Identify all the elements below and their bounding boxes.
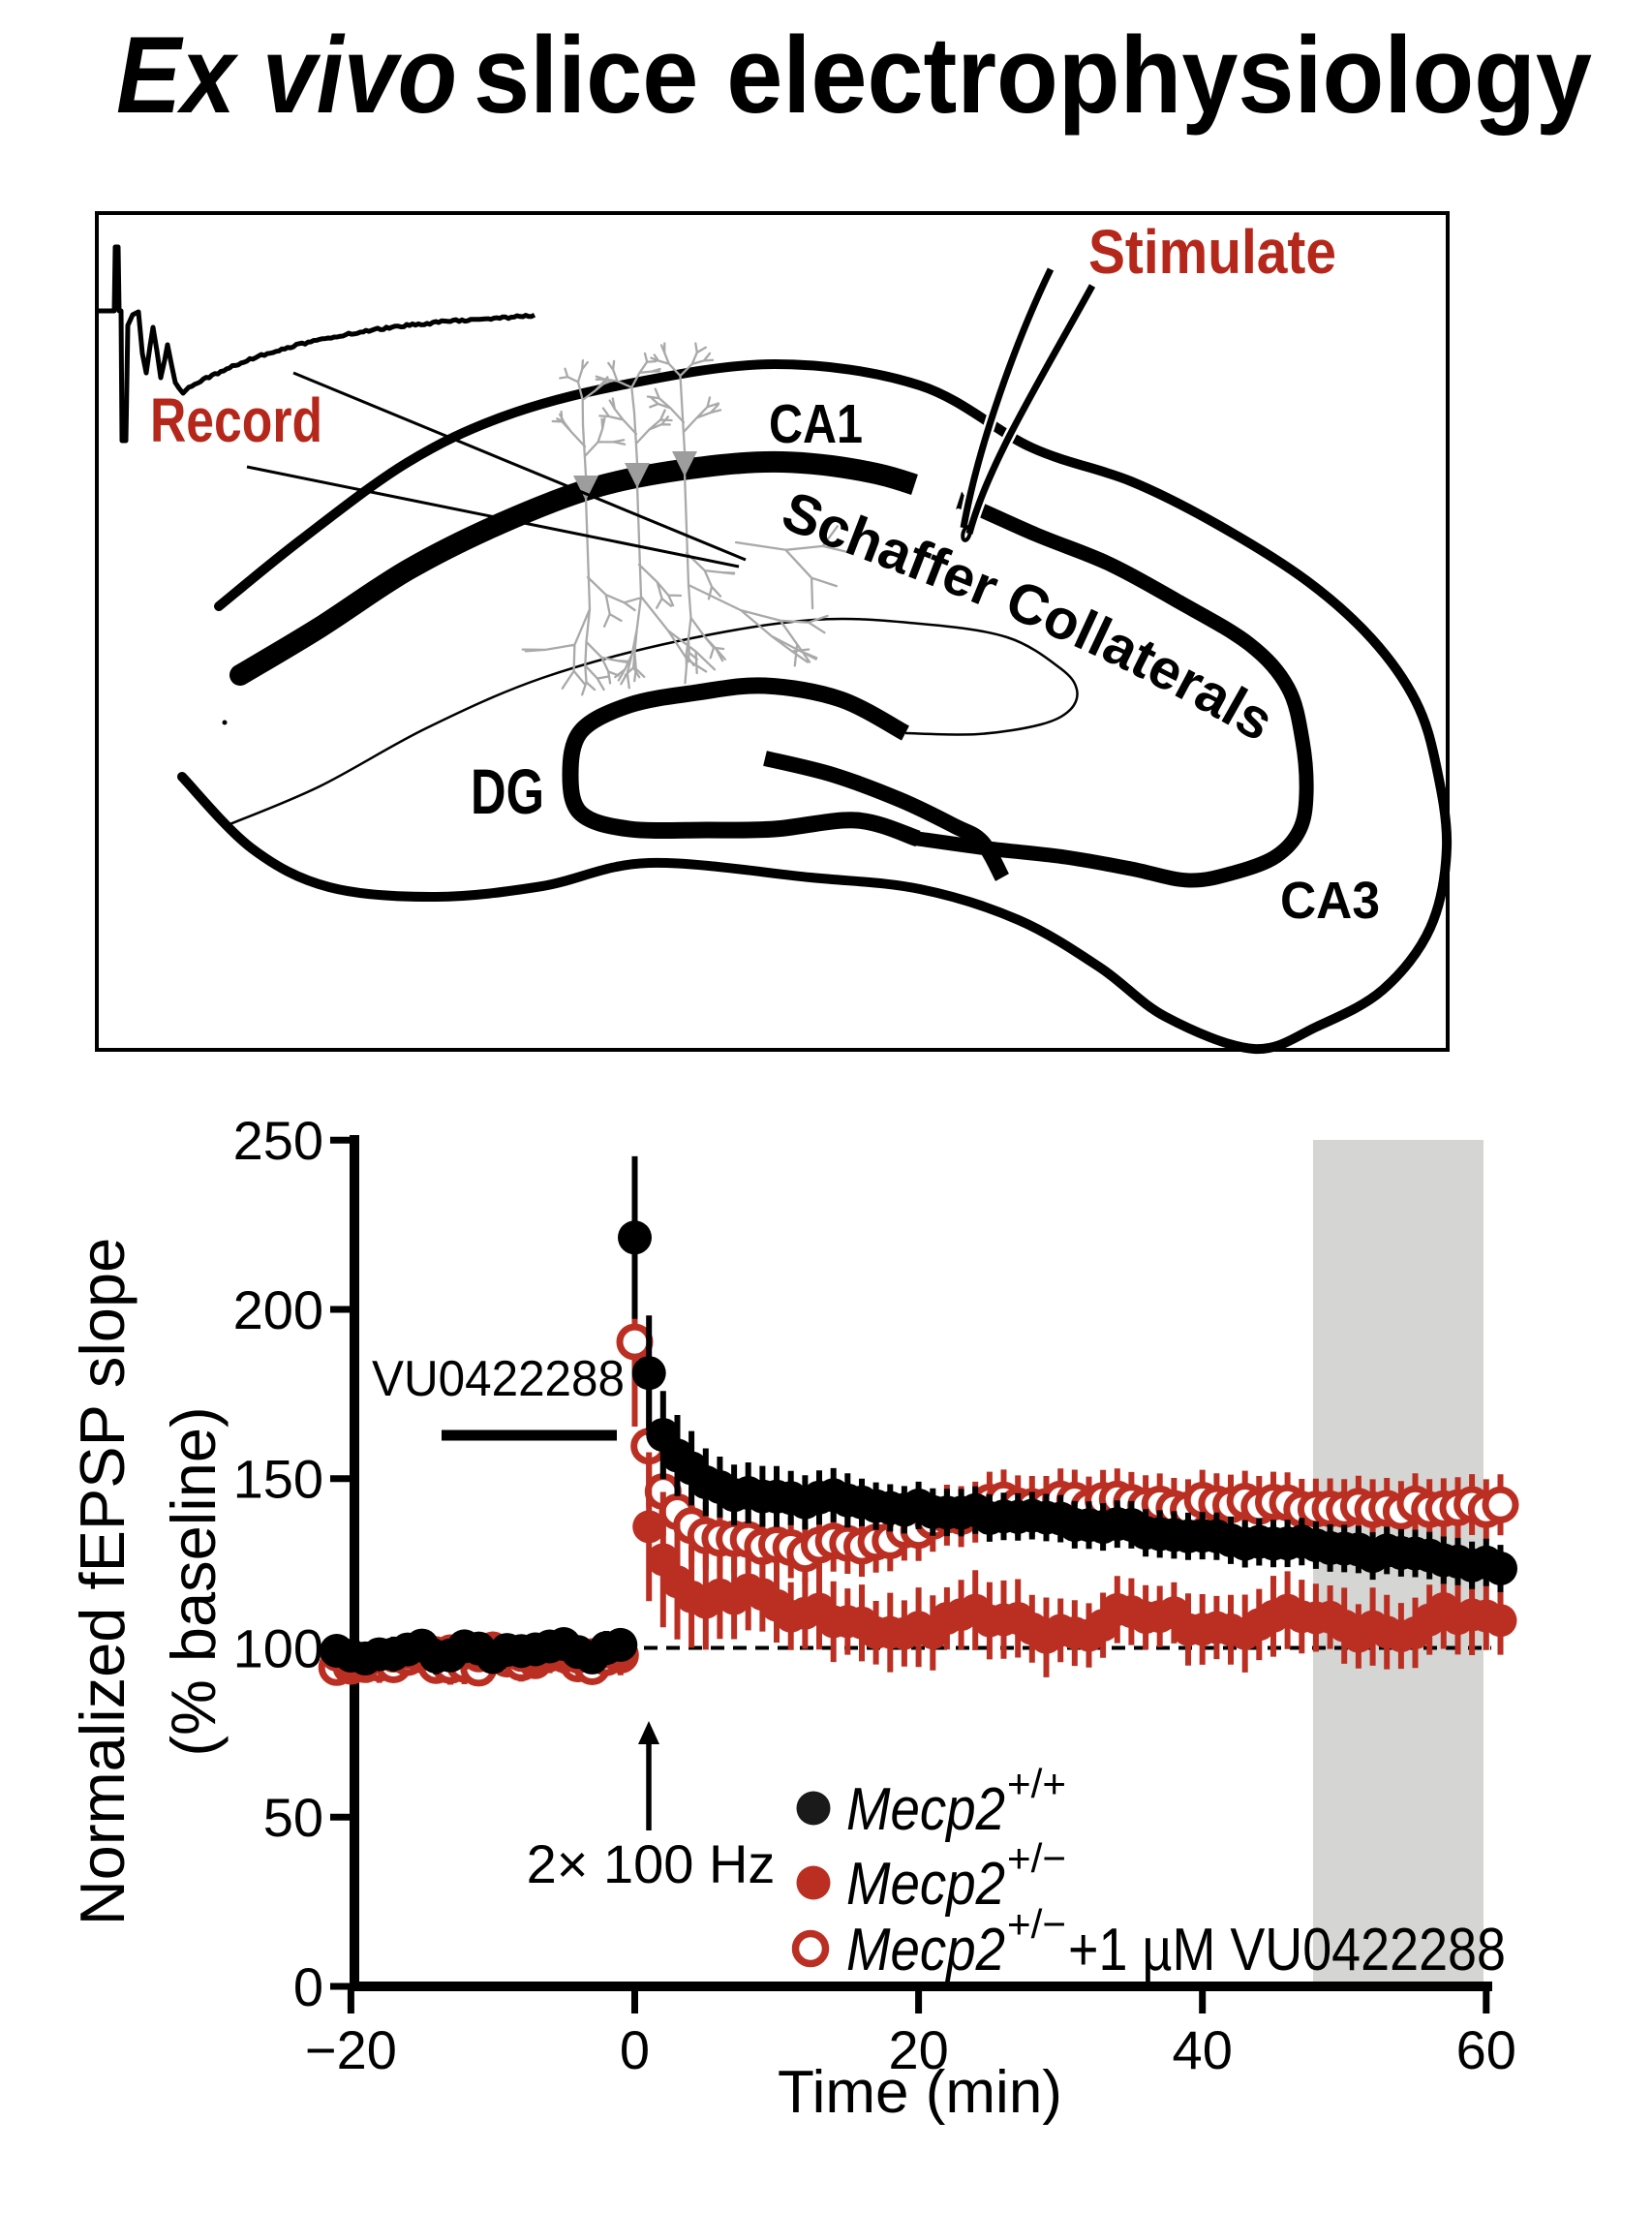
svg-text:CA3: CA3	[1280, 872, 1380, 930]
svg-text:Mecp2: Mecp2	[846, 1917, 1005, 1983]
svg-text:+/+: +/+	[1007, 1761, 1066, 1806]
svg-text:Mecp2: Mecp2	[846, 1776, 1005, 1843]
svg-text:0: 0	[293, 1956, 323, 2017]
svg-text:(% baseline): (% baseline)	[158, 1406, 229, 1756]
svg-text:20: 20	[888, 2019, 948, 2080]
svg-text:200: 200	[233, 1279, 323, 1340]
svg-text:50: 50	[263, 1787, 323, 1848]
svg-text:DG: DG	[471, 755, 544, 827]
svg-text:Record: Record	[150, 385, 322, 455]
svg-text:40: 40	[1173, 2019, 1233, 2080]
svg-text:VU0422288: VU0422288	[372, 1351, 625, 1407]
svg-text:Time (min): Time (min)	[778, 2059, 1062, 2126]
svg-text:100: 100	[233, 1618, 323, 1679]
svg-text:0: 0	[620, 2019, 650, 2080]
svg-text:250: 250	[233, 1110, 323, 1171]
svg-text:Normalized fEPSP slope: Normalized fEPSP slope	[67, 1238, 138, 1926]
svg-text:−20: −20	[305, 2019, 397, 2080]
svg-text:+1 µM VU0422288: +1 µM VU0422288	[1068, 1917, 1506, 1983]
svg-text:150: 150	[233, 1449, 323, 1510]
svg-text:+/−: +/−	[1007, 1835, 1066, 1881]
svg-text:CA1: CA1	[769, 393, 863, 455]
svg-text:+/−: +/−	[1007, 1901, 1066, 1947]
svg-text:Stimulate: Stimulate	[1088, 217, 1336, 287]
svg-text:Ex vivo: Ex vivo	[116, 15, 457, 136]
svg-text:2× 100 Hz: 2× 100 Hz	[527, 1833, 776, 1894]
svg-text:Mecp2: Mecp2	[846, 1851, 1005, 1918]
svg-text:60: 60	[1456, 2019, 1516, 2080]
svg-text:slice electrophysiology: slice electrophysiology	[474, 15, 1592, 136]
